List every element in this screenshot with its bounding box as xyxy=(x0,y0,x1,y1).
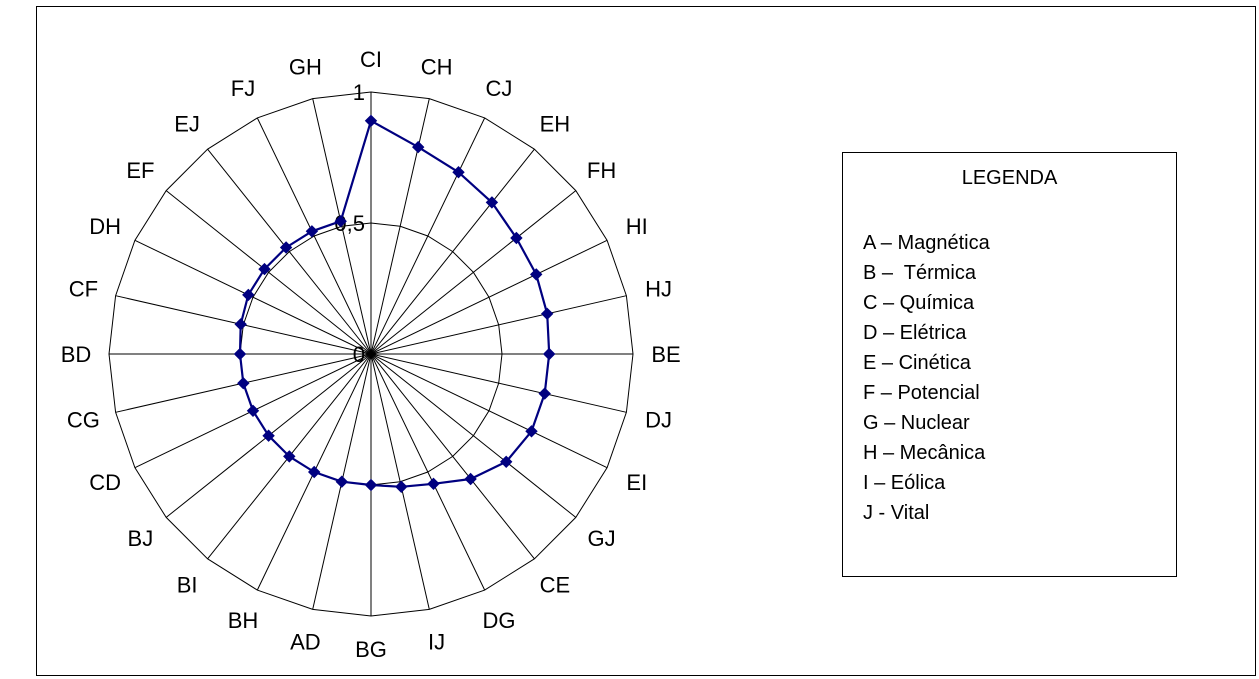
category-labels: CI CH CJ EH FH HI HJ BE DJ EI GJ CE DG IJ BG AD BH BI BJ CD… xyxy=(61,47,681,662)
data-point xyxy=(283,450,296,463)
data-point xyxy=(246,404,260,418)
legend-list: A – Magnética B – Térmica C – Química D … xyxy=(863,228,990,528)
data-point xyxy=(364,478,378,492)
category-label: CG xyxy=(67,408,100,433)
data-point xyxy=(334,214,347,228)
category-label: EF xyxy=(126,158,154,183)
data-point xyxy=(529,268,543,281)
category-label: FH xyxy=(587,158,616,183)
category-label: GJ xyxy=(588,526,616,551)
chart-frame: 0 0,5 1 CI CH CJ EH FH HI HJ BE DJ EI GJ CE DG IJ BG AD BH… xyxy=(36,6,1256,676)
grid-spoke xyxy=(165,190,372,355)
grid-spoke xyxy=(370,353,627,413)
grid-spoke xyxy=(370,117,486,355)
grid-spoke xyxy=(370,353,486,591)
data-point xyxy=(452,165,465,179)
legend-box: LEGENDA A – Magnética B – Térmica C – Qu… xyxy=(842,152,1177,577)
grid-spoke xyxy=(370,190,577,355)
legend-item: G – Nuclear xyxy=(863,412,970,434)
data-point xyxy=(395,480,408,494)
grid-spoke xyxy=(370,353,608,469)
category-label: DH xyxy=(89,214,121,239)
category-label: HI xyxy=(626,214,648,239)
grid-spoke xyxy=(370,353,577,518)
data-point xyxy=(411,140,425,154)
data-point xyxy=(499,455,513,469)
category-label: IJ xyxy=(428,630,445,655)
data-point xyxy=(464,472,477,486)
category-label: EH xyxy=(540,111,571,136)
category-label: FJ xyxy=(231,76,255,101)
grid-spoke xyxy=(256,117,372,355)
grid-spoke xyxy=(312,98,372,355)
data-point xyxy=(525,425,538,438)
grid-spoke xyxy=(370,295,627,355)
category-label: BD xyxy=(61,342,92,367)
legend-item: A – Magnética xyxy=(863,232,990,254)
grid-spoke xyxy=(370,353,535,560)
data-point xyxy=(258,262,271,276)
category-label: BH xyxy=(228,608,259,633)
legend-item: H – Mecânica xyxy=(863,442,986,464)
data-point xyxy=(237,376,250,390)
category-label: CF xyxy=(69,276,98,301)
category-label: HJ xyxy=(645,276,672,301)
data-point xyxy=(427,477,440,491)
grid-spoke xyxy=(370,98,430,355)
category-label: GH xyxy=(289,54,322,79)
category-label: BG xyxy=(355,637,387,662)
data-point xyxy=(305,225,319,238)
data-point xyxy=(307,465,321,479)
legend-item: I – Eólica xyxy=(863,472,946,494)
category-label: BJ xyxy=(128,526,154,551)
legend-item: B – Térmica xyxy=(863,262,976,284)
data-point xyxy=(485,196,499,209)
category-label: CH xyxy=(421,54,453,79)
grid-spoke xyxy=(370,148,535,355)
legend-item: C – Química xyxy=(863,292,975,314)
data-point xyxy=(335,475,349,488)
category-label: BE xyxy=(651,342,680,367)
data-point xyxy=(234,318,247,331)
legend-item: J - Vital xyxy=(863,502,930,524)
series-line xyxy=(238,119,551,488)
radar-chart: 00,51 CI CHCJEHFHHIHJBEDJEIGJCEDGIJBGADBH… xyxy=(61,47,681,662)
data-point xyxy=(538,387,551,400)
legend-item: F – Potencial xyxy=(863,382,980,404)
data-point xyxy=(542,347,556,361)
category-label: BI xyxy=(177,573,198,598)
data-point xyxy=(540,307,554,321)
category-label: EJ xyxy=(174,111,200,136)
data-point xyxy=(510,231,523,245)
legend-item: E – Cinética xyxy=(863,352,971,374)
category-label: CJ xyxy=(486,76,513,101)
grid-spoke xyxy=(370,353,430,610)
category-label: CI xyxy=(360,47,382,72)
grid-spoke xyxy=(370,239,608,355)
category-label: AD xyxy=(290,630,321,655)
data-point xyxy=(233,347,247,361)
legend-item: D – Elétrica xyxy=(863,322,967,344)
series-layer xyxy=(233,114,556,494)
category-label: EI xyxy=(626,470,647,495)
category-label: DJ xyxy=(645,408,672,433)
data-point xyxy=(279,241,293,254)
category-label: DG xyxy=(483,608,516,633)
data-point xyxy=(364,114,378,128)
grid-spoke xyxy=(134,239,372,355)
legend-title: LEGENDA xyxy=(961,167,1058,189)
category-label: CE xyxy=(540,573,571,598)
data-point xyxy=(242,288,255,302)
grid-spoke xyxy=(207,148,372,355)
radial-tick-label: 0 xyxy=(353,342,365,367)
category-label: CD xyxy=(89,470,121,495)
radial-tick-label: 1 xyxy=(353,80,365,105)
data-point xyxy=(262,429,275,442)
